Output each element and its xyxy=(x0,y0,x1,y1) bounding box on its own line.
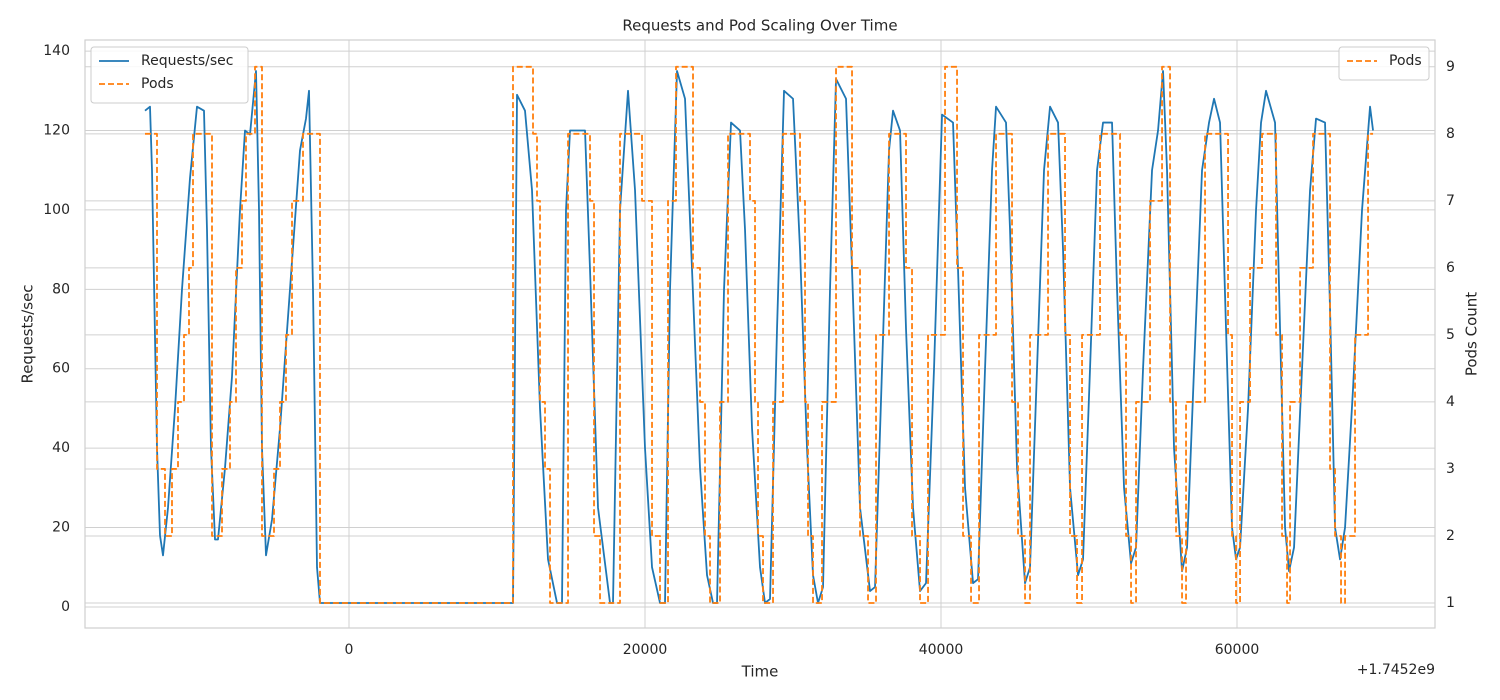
chart-title: Requests and Pod Scaling Over Time xyxy=(622,17,897,35)
x-tick-label: 60000 xyxy=(1215,642,1260,658)
x-tick-label: 40000 xyxy=(919,642,964,658)
y-tick-label: 60 xyxy=(52,361,70,377)
y-axis-label: Requests/sec xyxy=(19,284,37,383)
x-offset-label: +1.7452e9 xyxy=(1357,662,1435,678)
y-tick-label: 20 xyxy=(52,520,70,536)
labels: Requests and Pod Scaling Over Time Time … xyxy=(19,17,1481,681)
plot-frame xyxy=(84,39,1436,629)
y2-tick-label: 2 xyxy=(1446,528,1455,544)
legend-label: Requests/sec xyxy=(141,53,233,69)
y-tick-label: 100 xyxy=(43,202,70,218)
legend-label: Pods xyxy=(1389,53,1422,69)
y2-tick-label: 5 xyxy=(1446,327,1455,343)
y2-tick-label: 9 xyxy=(1446,59,1455,75)
y2-tick-label: 7 xyxy=(1446,193,1455,209)
y2-tick-label: 3 xyxy=(1446,461,1455,477)
series-lines xyxy=(144,65,1374,604)
y2-tick-label: 6 xyxy=(1446,260,1455,276)
y-tick-label: 80 xyxy=(52,281,70,297)
y2-tick-label: 8 xyxy=(1446,126,1455,142)
x-tick-label: 0 xyxy=(345,642,354,658)
y2-tick-label: 4 xyxy=(1446,394,1455,410)
y-tick-label: 0 xyxy=(61,599,70,615)
y-tick-label: 120 xyxy=(43,123,70,139)
legend-label: Pods xyxy=(141,76,174,92)
x-tick-label: 20000 xyxy=(623,642,668,658)
y2-axis-label: Pods Count xyxy=(1463,292,1481,376)
legend-box xyxy=(1338,46,1430,81)
legend-box xyxy=(90,46,249,104)
y-tick-label: 40 xyxy=(52,440,70,456)
y2-tick-label: 1 xyxy=(1446,595,1455,611)
y-tick-label: 140 xyxy=(43,43,70,59)
series-line xyxy=(144,65,1374,604)
x-axis-label: Time xyxy=(741,663,779,681)
